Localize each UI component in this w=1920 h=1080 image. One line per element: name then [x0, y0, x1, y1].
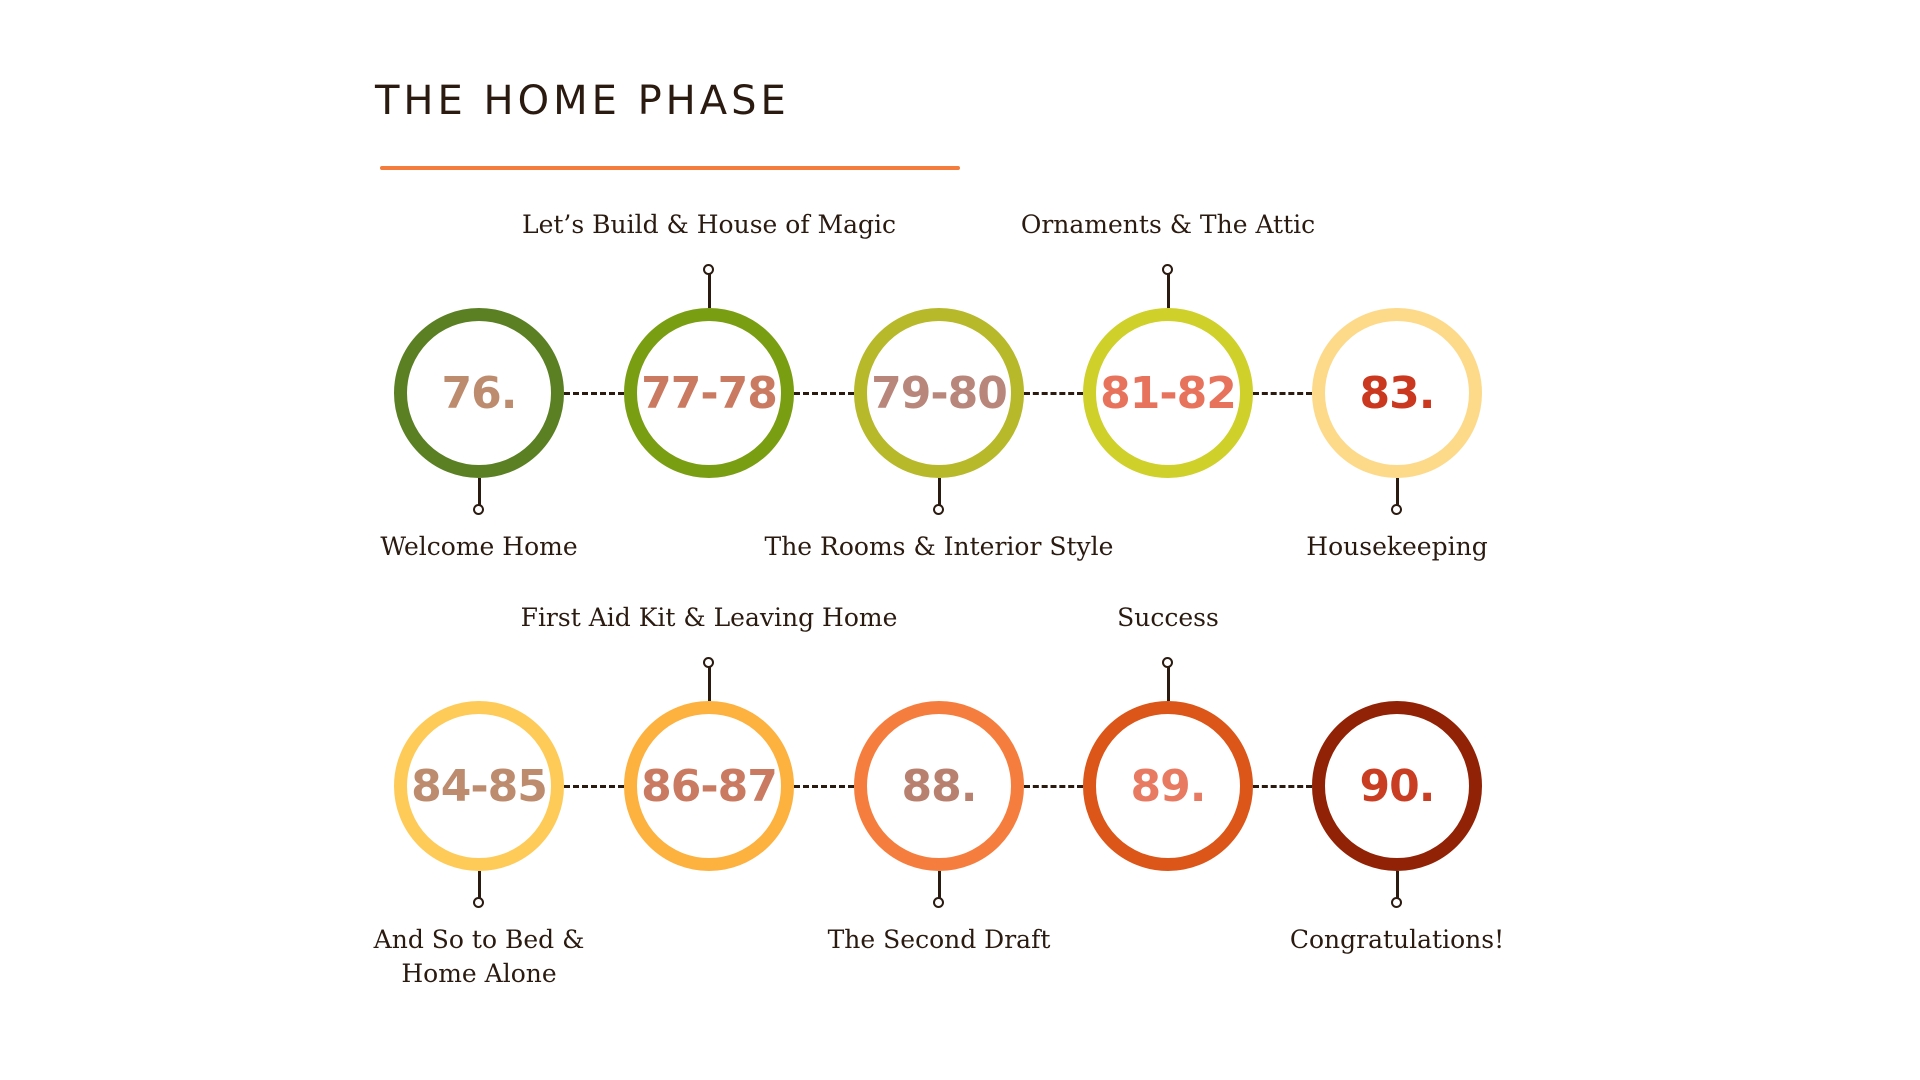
- milestone-number: 86-87: [641, 760, 778, 812]
- milestone-circle: 79-80: [854, 308, 1024, 478]
- page-title: THE HOME PHASE: [375, 78, 790, 124]
- dashed-connector: [1024, 392, 1083, 395]
- pin-dot-icon: [1162, 657, 1173, 668]
- milestone-number: 77-78: [641, 367, 778, 419]
- connector-stem: [478, 871, 481, 899]
- connector-stem: [478, 478, 481, 506]
- pin-dot-icon: [933, 504, 944, 515]
- dashed-connector: [794, 392, 854, 395]
- pin-dot-icon: [703, 657, 714, 668]
- milestone-circle: 89.: [1083, 701, 1253, 871]
- connector-stem: [1167, 665, 1170, 701]
- milestone-circle: 84-85: [394, 701, 564, 871]
- connector-stem: [1396, 478, 1399, 506]
- milestone-label: Welcome Home: [380, 532, 578, 561]
- milestone-number: 81-82: [1100, 367, 1237, 419]
- dashed-connector: [794, 785, 854, 788]
- milestone-number: 90.: [1359, 760, 1436, 812]
- milestone-circle: 77-78: [624, 308, 794, 478]
- milestone-number: 88.: [901, 760, 978, 812]
- dashed-connector: [564, 785, 624, 788]
- pin-dot-icon: [1391, 504, 1402, 515]
- dashed-connector: [1253, 392, 1312, 395]
- pin-dot-icon: [473, 504, 484, 515]
- connector-stem: [708, 665, 711, 701]
- connector-stem: [938, 478, 941, 506]
- milestone-circle: 88.: [854, 701, 1024, 871]
- milestone-label: First Aid Kit & Leaving Home: [520, 603, 898, 632]
- title-underline: [380, 166, 960, 170]
- milestone-number: 89.: [1130, 760, 1207, 812]
- milestone-label: The Second Draft: [827, 925, 1051, 954]
- milestone-number: 76.: [441, 367, 518, 419]
- dashed-connector: [1253, 785, 1312, 788]
- milestone-circle: 86-87: [624, 701, 794, 871]
- milestone-label: Housekeeping: [1306, 532, 1488, 561]
- milestone-circle: 83.: [1312, 308, 1482, 478]
- connector-stem: [708, 272, 711, 308]
- milestone-label: Ornaments & The Attic: [1020, 210, 1316, 239]
- milestone-label: And So to Bed & Home Alone: [373, 925, 585, 988]
- milestone-number: 84-85: [411, 760, 548, 812]
- milestone-label: The Rooms & Interior Style: [764, 532, 1114, 561]
- dashed-connector: [1024, 785, 1083, 788]
- milestone-number: 79-80: [871, 367, 1008, 419]
- milestone-label: Congratulations!: [1289, 925, 1505, 954]
- connector-stem: [1396, 871, 1399, 899]
- pin-dot-icon: [933, 897, 944, 908]
- milestone-circle: 90.: [1312, 701, 1482, 871]
- pin-dot-icon: [473, 897, 484, 908]
- connector-stem: [1167, 272, 1170, 308]
- milestone-label: Success: [1117, 603, 1219, 632]
- milestone-label: Let’s Build & House of Magic: [521, 210, 897, 239]
- connector-stem: [938, 871, 941, 899]
- milestone-circle: 81-82: [1083, 308, 1253, 478]
- pin-dot-icon: [1391, 897, 1402, 908]
- milestone-number: 83.: [1359, 367, 1436, 419]
- pin-dot-icon: [703, 264, 714, 275]
- pin-dot-icon: [1162, 264, 1173, 275]
- dashed-connector: [564, 392, 624, 395]
- milestone-circle: 76.: [394, 308, 564, 478]
